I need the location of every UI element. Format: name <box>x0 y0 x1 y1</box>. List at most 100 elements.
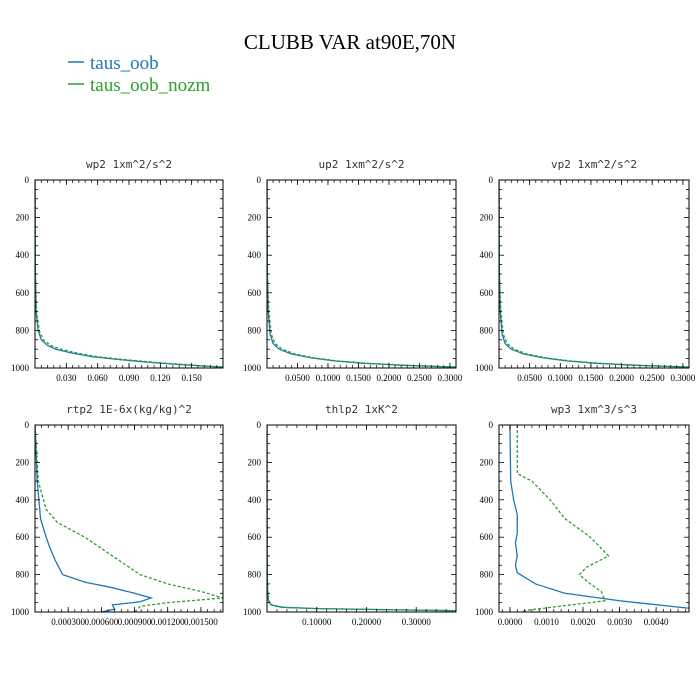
x-tick-label: 0.000600 <box>84 617 118 627</box>
y-tick-label: 0 <box>489 420 494 430</box>
y-tick-label: 400 <box>480 495 494 505</box>
y-tick-label: 0 <box>489 175 494 185</box>
plot-frame <box>34 179 224 369</box>
x-tick-label: 0.2500 <box>407 373 432 383</box>
y-tick-label: 600 <box>248 288 262 298</box>
y-tick-label: 200 <box>480 213 494 223</box>
y-tick-label: 1000 <box>11 607 30 617</box>
x-tick-label: 0.2500 <box>640 373 665 383</box>
subplot-6: wp3 1xm^3/s^3 0 200 400 600 800 1000 0.0000 0.00… <box>475 403 690 627</box>
x-tick-label: 0.030 <box>56 373 77 383</box>
subplot-3: vp2 1xm^2/s^2 0 200 400 600 800 1000 0.0500 0.10… <box>475 158 696 383</box>
y-tick-label: 600 <box>16 288 30 298</box>
legend-label-taus-oob-nozm: taus_oob_nozm <box>90 75 211 96</box>
x-tick-label: 0.000900 <box>118 617 152 627</box>
x-tick-label: 0.1000 <box>316 373 341 383</box>
y-tick-label: 1000 <box>243 363 262 373</box>
x-tick-label: 0.150 <box>182 373 203 383</box>
panels-container: wp2 1xm^2/s^2 0 200 400 600 800 1000 0.030 0.060… <box>11 158 696 627</box>
x-tick-label: 0.090 <box>119 373 140 383</box>
y-tick-label: 800 <box>248 570 262 580</box>
x-tick-label: 0.001200 <box>151 617 185 627</box>
series-line-taus-oob-nozm <box>267 180 456 368</box>
series-line-taus-oob-nozm <box>499 180 689 368</box>
plot-frame <box>498 424 690 613</box>
x-tick-label: 0.0030 <box>607 617 632 627</box>
y-tick-label: 400 <box>248 250 262 260</box>
series-line-taus-oob <box>509 425 689 609</box>
x-tick-label: 0.2000 <box>377 373 402 383</box>
series-line-taus-oob-nozm <box>267 425 456 612</box>
y-tick-label: 800 <box>480 325 494 335</box>
y-tick-label: 0 <box>25 175 30 185</box>
series-line-taus-oob <box>267 425 456 612</box>
subplot-title: rtp2 1E-6x(kg/kg)^2 <box>66 403 192 416</box>
y-tick-label: 200 <box>480 457 494 467</box>
y-tick-label: 600 <box>248 532 262 542</box>
x-tick-label: 0.10000 <box>302 617 332 627</box>
subplot-title: vp2 1xm^2/s^2 <box>551 158 637 171</box>
x-tick-label: 0.0040 <box>644 617 669 627</box>
figure-title: CLUBB VAR at90E,70N <box>244 30 456 54</box>
y-tick-label: 1000 <box>243 607 262 617</box>
y-tick-label: 0 <box>257 420 262 430</box>
subplot-2: up2 1xm^2/s^2 0 200 400 600 800 1000 0.0500 0.10… <box>243 158 463 383</box>
x-tick-label: 0.20000 <box>352 617 382 627</box>
x-tick-label: 0.0000 <box>498 617 523 627</box>
y-tick-label: 800 <box>16 325 30 335</box>
y-tick-label: 200 <box>16 457 30 467</box>
x-tick-label: 0.001500 <box>184 617 218 627</box>
plot-frame <box>498 179 690 369</box>
x-tick-label: 0.1000 <box>548 373 573 383</box>
x-tick-label: 0.1500 <box>346 373 371 383</box>
plot-frame <box>34 424 224 613</box>
y-tick-label: 1000 <box>475 363 494 373</box>
series-line-taus-oob <box>35 425 154 612</box>
x-tick-label: 0.0500 <box>517 373 542 383</box>
series-line-taus-oob-nozm <box>35 180 223 368</box>
x-tick-label: 0.120 <box>150 373 171 383</box>
y-tick-label: 1000 <box>11 363 30 373</box>
x-tick-label: 0.3000 <box>670 373 695 383</box>
y-tick-label: 800 <box>16 570 30 580</box>
y-tick-label: 0 <box>257 175 262 185</box>
x-tick-label: 0.1500 <box>579 373 604 383</box>
x-tick-label: 0.0500 <box>285 373 310 383</box>
series-line-taus-oob <box>267 180 456 368</box>
x-tick-label: 0.3000 <box>438 373 463 383</box>
subplot-title: wp3 1xm^3/s^3 <box>551 403 637 416</box>
legend-label-taus-oob: taus_oob <box>90 53 159 74</box>
subplot-title: wp2 1xm^2/s^2 <box>86 158 172 171</box>
subplot-4: rtp2 1E-6x(kg/kg)^2 0 200 400 600 800 1000 0.00… <box>11 403 224 627</box>
y-tick-label: 200 <box>248 213 262 223</box>
x-tick-label: 0.0010 <box>534 617 559 627</box>
subplot-title: thlp2 1xK^2 <box>325 403 398 416</box>
x-tick-label: 0.30000 <box>402 617 432 627</box>
x-tick-label: 0.000300 <box>51 617 85 627</box>
plot-frame <box>266 179 457 369</box>
y-tick-label: 200 <box>248 457 262 467</box>
y-tick-label: 0 <box>25 420 30 430</box>
y-tick-label: 400 <box>248 495 262 505</box>
series-line-taus-oob-nozm <box>516 425 610 612</box>
y-tick-label: 1000 <box>475 607 494 617</box>
y-tick-label: 400 <box>16 250 30 260</box>
series-line-taus-oob-nozm <box>35 425 223 612</box>
plot-frame <box>266 424 457 613</box>
subplot-title: up2 1xm^2/s^2 <box>318 158 404 171</box>
series-line-taus-oob <box>499 180 689 368</box>
y-tick-label: 600 <box>480 532 494 542</box>
x-tick-label: 0.2000 <box>609 373 634 383</box>
y-tick-label: 600 <box>480 288 494 298</box>
y-tick-label: 800 <box>248 325 262 335</box>
x-tick-label: 0.060 <box>88 373 109 383</box>
y-tick-label: 800 <box>480 570 494 580</box>
y-tick-label: 400 <box>480 250 494 260</box>
y-tick-label: 400 <box>16 495 30 505</box>
subplot-5: thlp2 1xK^2 0 200 400 600 800 1000 0.10000 0.200… <box>243 403 457 627</box>
subplot-1: wp2 1xm^2/s^2 0 200 400 600 800 1000 0.030 0.060… <box>11 158 224 383</box>
legend: taus_oob taus_oob_nozm <box>68 53 211 96</box>
x-tick-label: 0.0020 <box>571 617 596 627</box>
y-tick-label: 600 <box>16 532 30 542</box>
